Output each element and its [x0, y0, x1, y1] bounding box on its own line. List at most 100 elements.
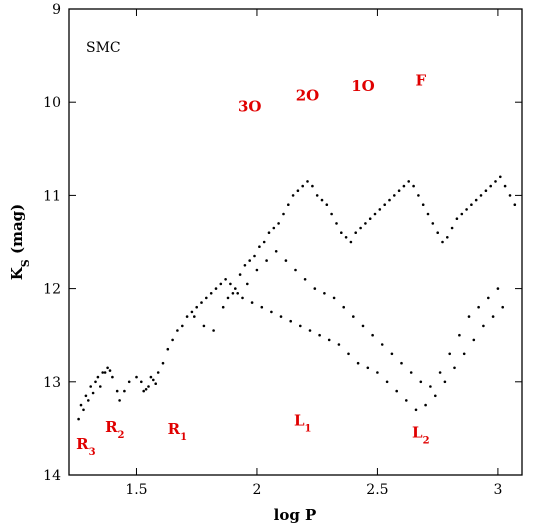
data-point [156, 371, 160, 374]
data-point [195, 305, 198, 309]
data-point [289, 319, 293, 323]
data-point [470, 203, 473, 206]
data-point [397, 189, 401, 192]
data-point [149, 375, 153, 379]
data-point [487, 296, 490, 300]
data-point [489, 184, 493, 188]
data-point [446, 236, 449, 239]
data-point [190, 310, 194, 314]
data-point [330, 212, 333, 216]
data-point [108, 369, 112, 372]
data-point [443, 380, 447, 384]
sequence-label: R3 [76, 435, 95, 458]
data-point [135, 375, 138, 379]
data-point [99, 385, 102, 388]
data-point [202, 324, 206, 328]
data-point [424, 403, 427, 407]
data-point [429, 385, 432, 388]
data-point [491, 315, 495, 318]
plot-frame [68, 8, 523, 476]
data-point [364, 222, 367, 225]
data-point [318, 333, 321, 337]
data-point [248, 259, 251, 262]
x-tick-label: 3 [493, 482, 502, 498]
data-point [258, 245, 261, 248]
data-point [325, 203, 329, 206]
data-point [503, 184, 507, 188]
data-point [123, 389, 126, 393]
data-point [284, 259, 288, 262]
data-point [106, 366, 109, 370]
sequence-label: F [415, 71, 426, 89]
data-point [144, 388, 148, 391]
data-point [270, 310, 273, 314]
data-point [82, 408, 85, 412]
data-point [193, 315, 196, 318]
sequence-label: R2 [105, 418, 124, 441]
data-point [214, 287, 218, 290]
data-point [294, 268, 297, 272]
data-point [77, 417, 80, 421]
data-point [255, 268, 259, 272]
data-point [347, 352, 350, 356]
data-point [323, 292, 326, 295]
data-point [378, 208, 382, 211]
data-point [315, 194, 319, 197]
data-point [205, 296, 208, 300]
data-point [296, 189, 300, 192]
sequence-label: L1 [294, 412, 312, 435]
data-point [111, 375, 114, 379]
data-point [265, 259, 268, 262]
data-point [212, 329, 215, 332]
sequence-label: L2 [412, 424, 430, 447]
x-axis-ticks: 1.5 2 2.5 3 [125, 9, 502, 498]
data-point [467, 315, 471, 318]
data-point [118, 399, 121, 402]
data-point [115, 389, 119, 393]
data-point [277, 222, 280, 225]
data-point [243, 264, 247, 267]
y-axis-ticks: 9 10 11 12 13 14 [43, 2, 522, 484]
data-point [419, 380, 423, 384]
data-point [103, 371, 107, 374]
data-point [262, 240, 266, 244]
data-point [219, 282, 223, 286]
data-point [320, 198, 324, 202]
data-point [441, 240, 444, 244]
sequence-label: 3O [238, 98, 262, 116]
data-point [250, 301, 254, 304]
data-point [359, 226, 362, 230]
data-point [127, 380, 131, 384]
data-point [426, 212, 430, 216]
data-point [311, 184, 314, 188]
data-point [494, 180, 497, 183]
data-point [482, 324, 485, 328]
sequence-label: 2O [296, 86, 320, 104]
data-point [477, 305, 480, 309]
data-point [91, 391, 95, 395]
y-tick-label: 12 [43, 282, 61, 298]
data-point [448, 352, 452, 356]
data-point [402, 184, 406, 188]
data-point [409, 371, 413, 374]
data-point [279, 315, 283, 318]
data-point [226, 296, 230, 300]
data-point [335, 222, 338, 225]
data-point [383, 203, 387, 206]
data-point [462, 352, 466, 356]
sequence-label: 1O [351, 77, 375, 95]
data-point [272, 226, 276, 230]
data-point [299, 324, 302, 328]
data-point [267, 231, 271, 234]
data-point [241, 296, 244, 300]
data-point [332, 296, 336, 300]
data-point [388, 198, 391, 202]
data-point [94, 380, 97, 384]
x-axis-title: log P [274, 506, 317, 524]
data-point [236, 292, 239, 295]
data-point [407, 180, 411, 183]
sequence-label: R1 [168, 420, 187, 443]
data-point [373, 212, 377, 216]
data-point [390, 352, 394, 356]
data-point [501, 305, 505, 309]
